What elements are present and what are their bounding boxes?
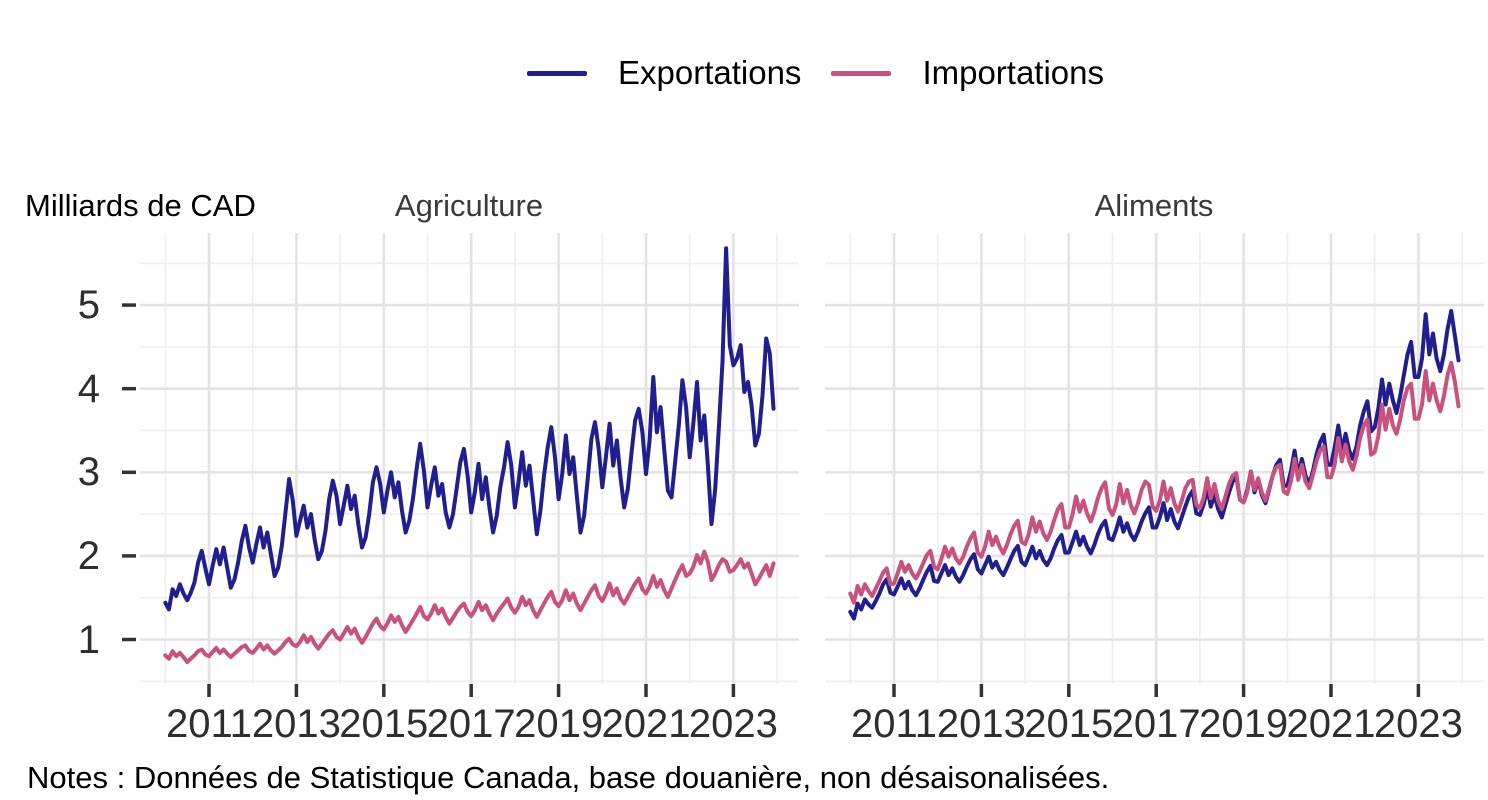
x-tick-label: 2011 [165, 702, 252, 746]
x-tick-label: 2019 [514, 702, 604, 746]
x-tick-label: 2015 [339, 702, 429, 746]
y-tick-label: 2 [77, 533, 100, 578]
y-tick-label: 5 [77, 283, 100, 328]
x-tick-label: 2013 [936, 702, 1026, 746]
legend: Exportations Importations [527, 52, 1104, 94]
legend-label-importations: Importations [922, 54, 1105, 91]
y-tick-label: 1 [77, 617, 100, 662]
series-line-exportations-aliments [848, 309, 1461, 621]
series-line-exportations-agriculture [163, 246, 776, 612]
x-tick-label: 2019 [1199, 702, 1289, 746]
importations-line-swatch [831, 70, 892, 76]
x-tick-label: 2015 [1024, 702, 1114, 746]
series-line-importations-aliments [848, 360, 1461, 605]
y-tick-label: 3 [77, 450, 100, 495]
series-line-importations-agriculture [163, 549, 776, 665]
x-tick-label: 2013 [251, 702, 341, 746]
notes-caption: Notes : Données de Statistique Canada, b… [27, 760, 1110, 795]
y-tick-label: 4 [77, 366, 100, 411]
x-tick-label: 2023 [688, 702, 778, 746]
y-axis-title: Milliards de CAD [25, 188, 256, 223]
panel-title-aliments: Aliments [1094, 188, 1214, 223]
exportations-line-swatch [527, 70, 587, 76]
x-tick-label: 2021 [1286, 702, 1376, 746]
x-tick-label: 2011 [850, 702, 937, 746]
x-tick-label: 2017 [426, 702, 516, 746]
legend-label-exportations: Exportations [618, 54, 802, 91]
x-tick-label: 2023 [1373, 702, 1463, 746]
x-tick-label: 2021 [601, 702, 691, 746]
x-tick-label: 2017 [1111, 702, 1201, 746]
panel-title-agriculture: Agriculture [394, 188, 544, 223]
